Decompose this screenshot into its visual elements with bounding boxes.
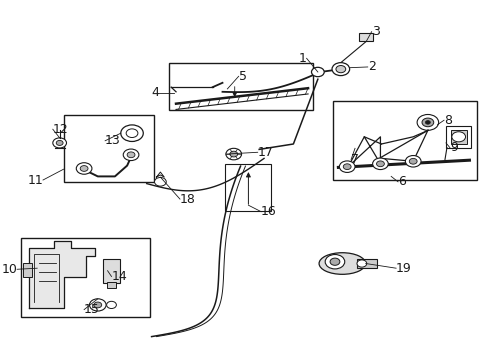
Bar	[63, 115, 154, 182]
Bar	[106, 282, 116, 288]
Text: 19: 19	[395, 262, 411, 275]
Bar	[224, 164, 271, 211]
Bar	[332, 101, 476, 180]
Circle shape	[451, 132, 465, 142]
Circle shape	[94, 302, 102, 308]
Circle shape	[372, 158, 387, 170]
Circle shape	[126, 129, 138, 138]
Bar	[359, 33, 372, 41]
Text: 1: 1	[298, 52, 306, 65]
Circle shape	[425, 121, 429, 124]
Text: 2: 2	[367, 60, 375, 73]
Text: 11: 11	[27, 174, 43, 186]
Circle shape	[416, 114, 438, 130]
Circle shape	[405, 156, 420, 167]
Bar	[20, 238, 150, 317]
Text: 13: 13	[105, 134, 121, 147]
Text: 7: 7	[350, 153, 358, 166]
Bar	[23, 263, 32, 277]
Bar	[450, 130, 466, 144]
Circle shape	[335, 66, 345, 73]
Circle shape	[331, 63, 349, 76]
Circle shape	[376, 161, 384, 167]
Text: 4: 4	[151, 86, 159, 99]
Circle shape	[154, 177, 166, 186]
Text: 8: 8	[443, 114, 451, 127]
Ellipse shape	[318, 253, 365, 274]
Text: 18: 18	[180, 193, 195, 206]
Text: 3: 3	[371, 25, 379, 38]
Circle shape	[343, 164, 350, 170]
Circle shape	[325, 255, 344, 269]
Circle shape	[123, 149, 139, 161]
Circle shape	[89, 299, 106, 311]
Bar	[356, 259, 376, 268]
Circle shape	[311, 67, 324, 77]
Circle shape	[421, 118, 433, 127]
Circle shape	[106, 301, 116, 309]
Text: 12: 12	[53, 123, 68, 136]
Circle shape	[121, 125, 143, 141]
Text: 5: 5	[238, 70, 246, 83]
Circle shape	[56, 140, 63, 145]
Circle shape	[356, 260, 366, 267]
Circle shape	[225, 148, 241, 160]
Circle shape	[80, 166, 88, 171]
Circle shape	[76, 163, 92, 174]
Circle shape	[53, 138, 66, 148]
Polygon shape	[29, 241, 95, 308]
Bar	[102, 259, 120, 283]
Bar	[168, 63, 312, 110]
Circle shape	[408, 158, 416, 164]
Circle shape	[329, 258, 339, 265]
Text: 17: 17	[257, 146, 273, 159]
Bar	[445, 126, 470, 148]
Text: 16: 16	[261, 205, 276, 218]
Text: 14: 14	[111, 270, 127, 283]
Circle shape	[339, 161, 354, 172]
Circle shape	[229, 151, 237, 157]
Text: 9: 9	[449, 141, 457, 154]
Text: 6: 6	[397, 175, 405, 188]
Circle shape	[127, 152, 135, 158]
Text: 15: 15	[84, 303, 100, 316]
Text: 10: 10	[1, 263, 17, 276]
